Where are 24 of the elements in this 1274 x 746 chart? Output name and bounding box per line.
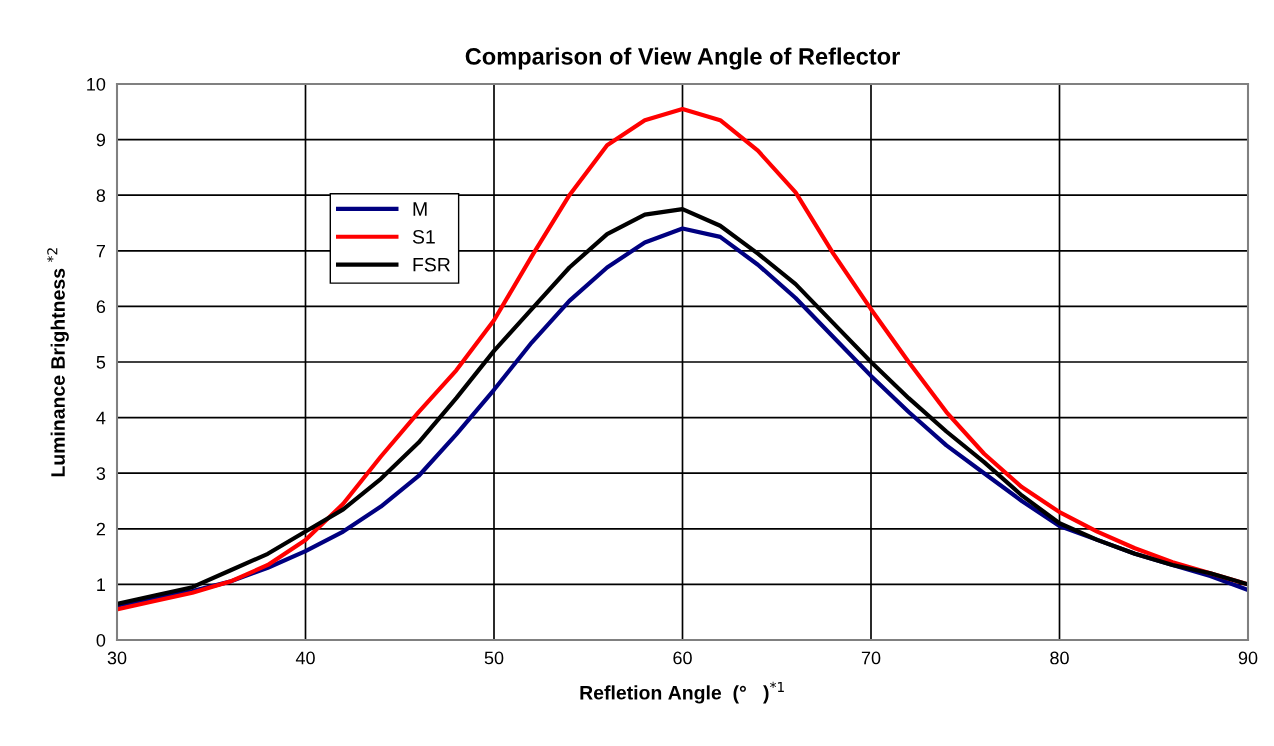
legend-label: FSR bbox=[413, 257, 450, 272]
chart-title: Comparison of View Angle of Reflector bbox=[465, 47, 900, 70]
x-tick-label: 90 bbox=[1238, 651, 1258, 665]
y-tick-label: 9 bbox=[96, 133, 106, 147]
y-tick-label: 7 bbox=[96, 244, 105, 258]
x-tick-label: 80 bbox=[1050, 651, 1069, 665]
y-tick-label: 3 bbox=[96, 467, 106, 480]
x-tick-label: 60 bbox=[673, 651, 692, 665]
y-tick-label: 10 bbox=[87, 77, 106, 91]
legend-label: M bbox=[413, 202, 427, 216]
y-tick-label: 2 bbox=[96, 522, 105, 536]
x-axis-title: Refletion Angle (° )$^{*1}$ bbox=[580, 681, 784, 704]
x-tick-label: 70 bbox=[861, 651, 881, 665]
y-tick-label: 8 bbox=[96, 189, 106, 202]
y-tick-label: 0 bbox=[96, 633, 106, 647]
y-tick-label: 4 bbox=[96, 411, 106, 425]
y-tick-label: 1 bbox=[97, 578, 106, 591]
x-tick-label: 50 bbox=[484, 651, 504, 665]
y-tick-label: 6 bbox=[96, 300, 106, 314]
legend-label: S1 bbox=[412, 229, 435, 244]
x-tick-label: 40 bbox=[295, 651, 315, 665]
x-tick-label: 30 bbox=[107, 651, 127, 665]
y-axis-title: Luminance Brightness $^{*2}$ bbox=[47, 248, 69, 477]
y-tick-label: 5 bbox=[96, 356, 106, 369]
